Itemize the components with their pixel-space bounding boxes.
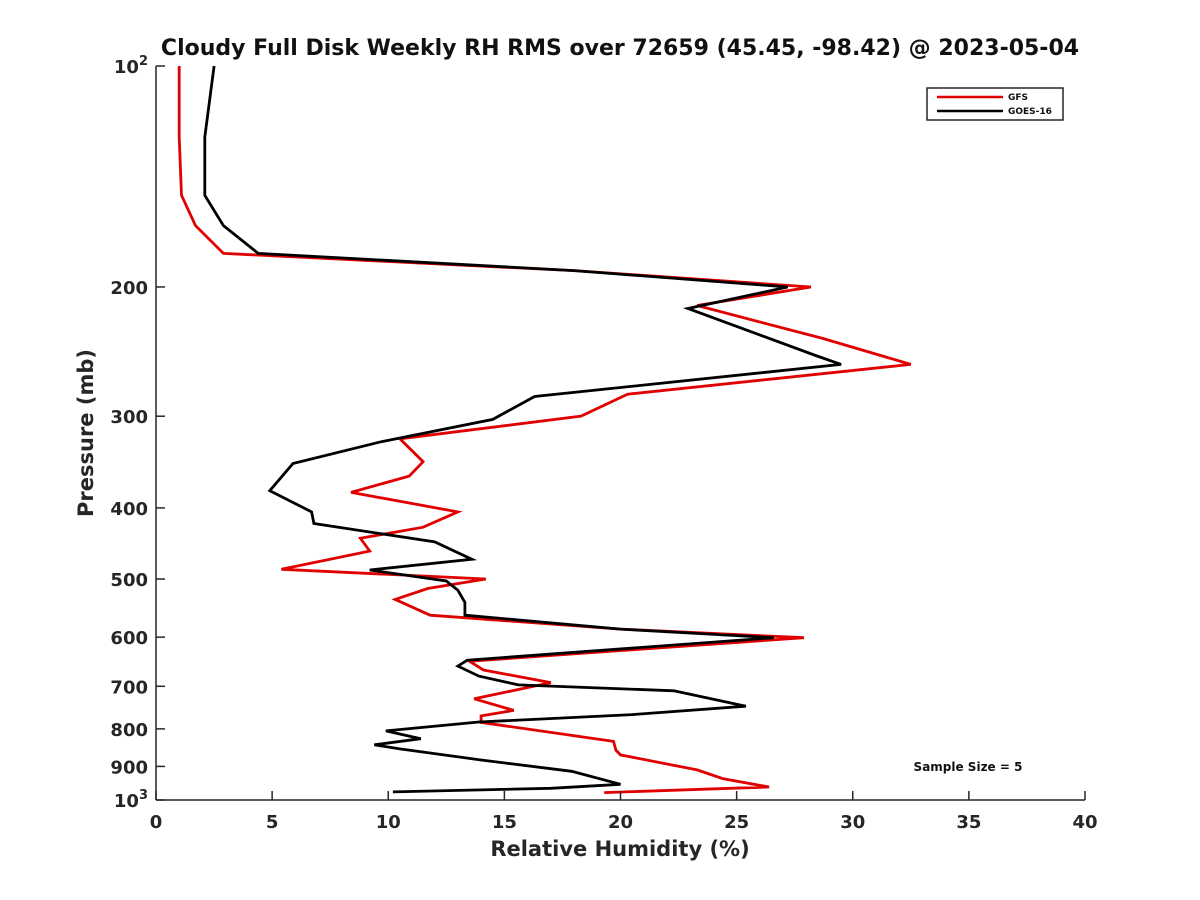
y-tick-label: 700 — [110, 677, 148, 698]
x-ticks: 0 5 10 15 20 25 30 35 40 — [150, 791, 1098, 833]
y-tick-label: 500 — [110, 570, 148, 591]
legend-box — [926, 87, 1064, 121]
series-group — [177, 65, 912, 794]
legend-label-goes16: GOES-16 — [1008, 107, 1052, 117]
x-axis-label: Relative Humidity (%) — [490, 837, 749, 861]
x-tick-label: 30 — [840, 812, 865, 833]
x-tick-label: 40 — [1072, 812, 1097, 833]
y-tick-label: 900 — [110, 757, 148, 778]
x-tick-label: 0 — [150, 812, 163, 833]
series-line-goes16 — [203, 65, 842, 794]
sample-size-annotation: Sample Size = 5 — [914, 760, 1023, 774]
legend-label-gfs: GFS — [1008, 93, 1028, 103]
x-tick-label: 35 — [956, 812, 981, 833]
y-axis-label: Pressure (mb) — [74, 349, 98, 517]
x-tick-label: 10 — [376, 812, 401, 833]
x-tick-label: 25 — [724, 812, 749, 833]
x-tick-label: 20 — [608, 812, 633, 833]
chart-title: Cloudy Full Disk Weekly RH RMS over 7265… — [161, 36, 1079, 61]
y-tick-label: 200 — [110, 278, 148, 299]
legend[interactable]: GFS GOES-16 — [926, 87, 1064, 121]
y-tick-label: 300 — [110, 407, 148, 428]
y-tick-label: 800 — [110, 720, 148, 741]
y-tick-label: 600 — [110, 628, 148, 649]
x-tick-label: 15 — [492, 812, 517, 833]
x-tick-label: 5 — [266, 812, 279, 833]
y-tick-label: 400 — [110, 499, 148, 520]
